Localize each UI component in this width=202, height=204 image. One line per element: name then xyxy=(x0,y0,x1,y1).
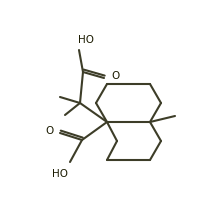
Text: HO: HO xyxy=(78,35,94,45)
Text: O: O xyxy=(45,126,53,136)
Text: HO: HO xyxy=(52,169,68,179)
Text: O: O xyxy=(111,71,119,81)
